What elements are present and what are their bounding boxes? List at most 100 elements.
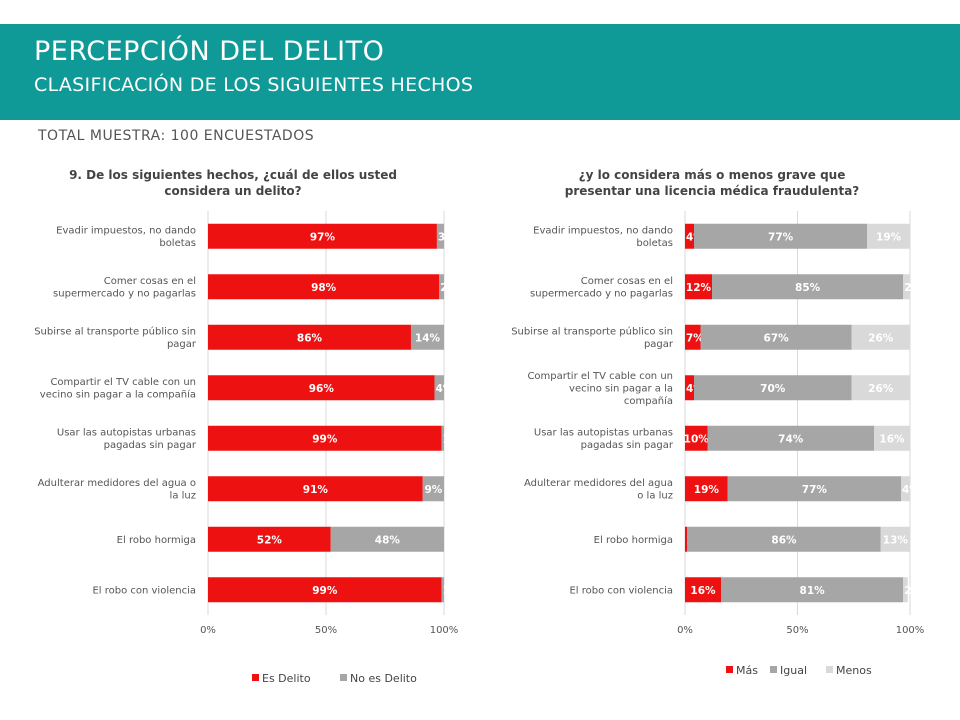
category-label: Adulterar medidores del agua bbox=[524, 478, 673, 489]
data-label: 7% bbox=[686, 332, 704, 344]
x-tick-label: 100% bbox=[430, 625, 459, 636]
data-label: 1% bbox=[443, 585, 461, 597]
bar-segment bbox=[685, 577, 721, 603]
data-label: 13% bbox=[883, 534, 909, 546]
bar-segment bbox=[208, 476, 423, 502]
category-label: El robo hormiga bbox=[117, 535, 196, 546]
category-label: Evadir impuestos, no dando bbox=[533, 226, 673, 237]
bar-segment bbox=[685, 476, 728, 502]
data-label: 81% bbox=[800, 585, 826, 597]
category-label: El robo hormiga bbox=[594, 535, 673, 546]
legend-swatch bbox=[252, 674, 259, 681]
bar-segment bbox=[441, 425, 444, 451]
data-label: 74% bbox=[778, 433, 804, 445]
data-label: 1% bbox=[443, 433, 461, 445]
data-label: 48% bbox=[375, 534, 401, 546]
category-label: la luz bbox=[170, 491, 196, 502]
x-tick-label: 0% bbox=[677, 625, 693, 636]
page-title: PERCEPCIÓN DEL DELITO bbox=[34, 36, 385, 67]
data-label: 86% bbox=[297, 332, 323, 344]
data-label: 16% bbox=[879, 433, 905, 445]
legend-label: Menos bbox=[836, 664, 872, 677]
category-label: pagar bbox=[644, 339, 674, 350]
category-label: boletas bbox=[159, 238, 196, 249]
legend-swatch bbox=[340, 674, 347, 681]
data-label: 4% bbox=[436, 383, 454, 395]
data-label: 97% bbox=[310, 231, 336, 243]
bar-segment bbox=[422, 476, 444, 502]
chart-2: ¿y lo considera más o menos grave que pre… bbox=[511, 168, 924, 677]
chart-title: ¿y lo considera más o menos grave que bbox=[579, 168, 846, 182]
data-label: 98% bbox=[311, 282, 337, 294]
bar-segment bbox=[903, 577, 908, 603]
data-label: 99% bbox=[312, 585, 338, 597]
data-label: 85% bbox=[795, 282, 821, 294]
bar-segment bbox=[685, 223, 694, 249]
bar-segment bbox=[721, 577, 904, 603]
bar-segment bbox=[208, 223, 437, 249]
bar-segment bbox=[727, 476, 901, 502]
x-tick-label: 0% bbox=[200, 625, 216, 636]
data-label: 77% bbox=[768, 231, 794, 243]
bar-segment bbox=[903, 274, 910, 300]
bar-segment bbox=[901, 476, 910, 502]
bar-segment bbox=[434, 375, 444, 401]
category-label: Subirse al transporte público sin bbox=[511, 326, 673, 338]
category-label: o la luz bbox=[637, 491, 673, 502]
data-label: 99% bbox=[312, 433, 338, 445]
bar-segment bbox=[330, 526, 444, 552]
data-label: 16% bbox=[690, 585, 716, 597]
category-label: vecino sin pagar a la compañía bbox=[40, 389, 196, 401]
data-label: 3% bbox=[438, 231, 456, 243]
bar-segment bbox=[685, 526, 688, 552]
data-label: 4% bbox=[902, 484, 920, 496]
bar-segment bbox=[874, 425, 910, 451]
legend-swatch bbox=[726, 666, 733, 673]
category-label: Usar las autopistas urbanas bbox=[534, 428, 673, 439]
category-label: Compartir el TV cable con un bbox=[527, 371, 673, 382]
category-label: supermercado y no pagarlas bbox=[53, 289, 196, 300]
bar-segment bbox=[208, 577, 442, 603]
category-label: El robo con violencia bbox=[92, 585, 196, 596]
bar-segment bbox=[700, 324, 852, 350]
data-label: 19% bbox=[694, 484, 720, 496]
bar-segment bbox=[208, 324, 411, 350]
category-label: El robo con violencia bbox=[569, 585, 673, 596]
category-label: Comer cosas en el bbox=[581, 276, 673, 287]
bar-segment bbox=[410, 324, 444, 350]
category-label: pagadas sin pagar bbox=[104, 440, 197, 451]
bar-segment bbox=[707, 425, 874, 451]
x-tick-label: 50% bbox=[786, 625, 808, 636]
bar-segment bbox=[694, 223, 868, 249]
bar-segment bbox=[687, 526, 881, 552]
bar-segment bbox=[851, 375, 910, 401]
category-label: Compartir el TV cable con un bbox=[50, 377, 196, 388]
legend-label: No es Delito bbox=[350, 672, 417, 685]
category-label: boletas bbox=[636, 238, 673, 249]
category-label: Subirse al transporte público sin bbox=[34, 326, 196, 338]
bar-segment bbox=[685, 425, 708, 451]
data-label: 26% bbox=[868, 383, 894, 395]
chart-1: 9. De los siguientes hechos, ¿cuál de el… bbox=[34, 168, 461, 685]
bar-segment bbox=[694, 375, 852, 401]
category-label: vecino sin pagar a la bbox=[569, 383, 673, 394]
bar-segment bbox=[208, 526, 331, 552]
category-label: Adulterar medidores del agua o bbox=[38, 478, 196, 489]
bar-segment bbox=[685, 324, 701, 350]
data-label: 2% bbox=[904, 282, 922, 294]
chart-title: presentar una licencia médica fraudulent… bbox=[565, 184, 860, 198]
sample-size-label: TOTAL MUESTRA: 100 ENCUESTADOS bbox=[38, 128, 315, 144]
x-tick-label: 100% bbox=[896, 625, 925, 636]
bar-segment bbox=[712, 274, 904, 300]
page-subtitle: CLASIFICACIÓN DE LOS SIGUIENTES HECHOS bbox=[34, 74, 474, 96]
bar-segment bbox=[685, 274, 712, 300]
data-label: 2% bbox=[440, 282, 458, 294]
data-label: 67% bbox=[764, 332, 790, 344]
category-label: Usar las autopistas urbanas bbox=[57, 428, 196, 439]
bar-segment bbox=[441, 577, 444, 603]
bar-segment bbox=[867, 223, 910, 249]
data-label: 70% bbox=[760, 383, 786, 395]
data-label: 91% bbox=[303, 484, 329, 496]
bar-segment bbox=[851, 324, 910, 350]
